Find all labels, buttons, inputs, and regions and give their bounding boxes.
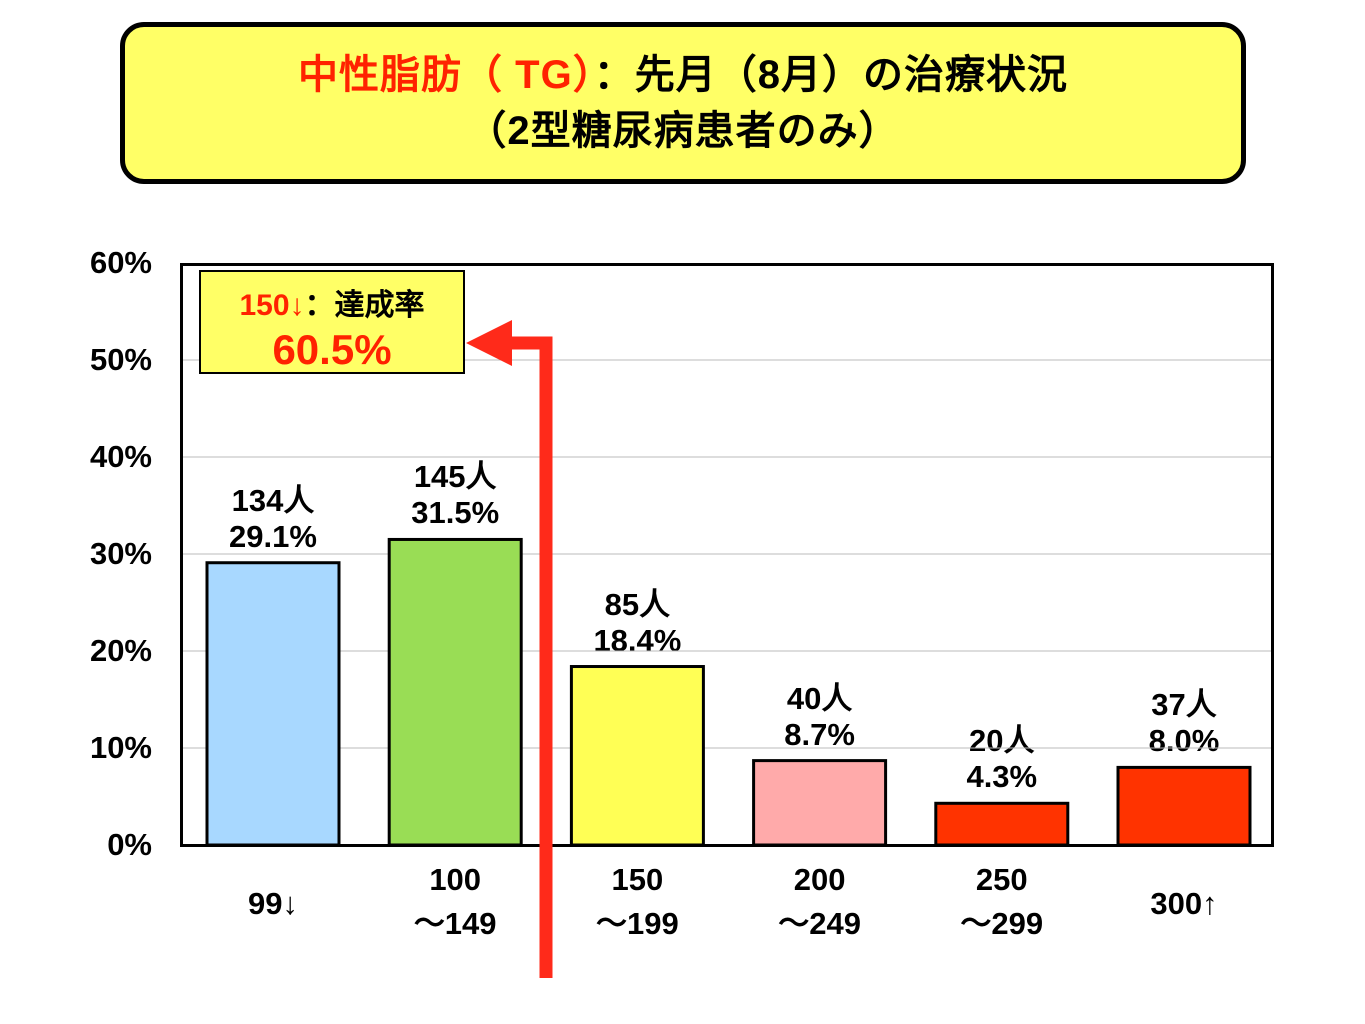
x-category-label: 99↓: [183, 882, 363, 926]
x-category-label: 100 ～149: [365, 858, 545, 946]
bar-value-label: 134人 29.1%: [193, 483, 353, 555]
x-category-line: 150: [611, 862, 664, 897]
bar-3: [752, 759, 888, 847]
bar-count: 20人: [969, 723, 1035, 759]
bar-value-label: 85人 18.4%: [557, 587, 717, 659]
x-category-line: 200: [793, 862, 846, 897]
title-line-1: 中性脂肪（ TG）：先月（8月）の治療状況: [298, 47, 1068, 103]
x-category-label: 250 ～299: [912, 858, 1092, 946]
bar-percent: 8.7%: [784, 716, 855, 752]
cutoff-arrow-line: [500, 336, 553, 978]
x-category-label: 150 ～199: [547, 858, 727, 946]
bar-count: 134人: [231, 482, 315, 518]
callout-label: ：達成率: [304, 289, 425, 322]
cutoff-arrow-head: [466, 320, 512, 366]
bar-percent: 29.1%: [229, 518, 317, 554]
bar-value-label: 37人 8.0%: [1104, 687, 1264, 759]
bar-count: 40人: [786, 680, 853, 716]
x-category-label: 300↑: [1094, 882, 1274, 926]
y-tick-label: 30%: [89, 536, 152, 571]
bar-count: 85人: [604, 586, 671, 622]
bar-percent: 18.4%: [593, 622, 682, 658]
bar-percent: 4.3%: [966, 759, 1038, 795]
x-category-line: ～249: [778, 906, 861, 941]
title-rest: ：先月（8月）の治療状況: [593, 53, 1068, 97]
y-tick-label: 0%: [107, 827, 152, 862]
x-category-line: 100: [429, 862, 482, 897]
bar-count: 145人: [413, 459, 497, 495]
bar-percent: 8.0%: [1148, 723, 1220, 759]
y-tick-label: 60%: [89, 245, 152, 280]
y-tick-label: 50%: [89, 342, 152, 377]
bar-count: 37人: [1151, 687, 1217, 723]
bar-2: [569, 665, 705, 847]
bar-value-label: 20人 4.3%: [922, 723, 1082, 795]
bar-value-label: 40人 8.7%: [740, 681, 900, 753]
bar-value-label: 145人 31.5%: [375, 459, 535, 531]
callout-prefix: 150↓: [239, 289, 305, 322]
y-tick-label: 20%: [89, 633, 152, 668]
bar-5: [1116, 765, 1252, 847]
callout-title: 150↓：達成率: [201, 280, 463, 324]
x-category-label: 200 ～249: [730, 858, 910, 946]
x-category-line: ～199: [596, 906, 679, 941]
achievement-callout: 150↓：達成率 60.5%: [199, 270, 465, 374]
title-box: 中性脂肪（ TG）：先月（8月）の治療状況 （2型糖尿病患者のみ）: [120, 22, 1246, 184]
callout-value: 60.5%: [272, 326, 392, 373]
bar-1: [387, 537, 523, 847]
x-category-line: ～299: [960, 906, 1044, 941]
x-category-line: 250: [975, 862, 1028, 897]
x-category-line: 300↑: [1150, 886, 1218, 921]
bar-0: [205, 561, 341, 847]
bar-4: [934, 801, 1070, 847]
title-highlight: 中性脂肪（ TG）: [298, 53, 594, 97]
y-tick-label: 10%: [89, 730, 152, 765]
bar-percent: 31.5%: [411, 495, 500, 531]
x-category-line: ～149: [413, 906, 497, 941]
y-tick-label: 40%: [89, 439, 152, 474]
x-category-line: 99↓: [248, 886, 298, 921]
title-line-2: （2型糖尿病患者のみ）: [466, 109, 900, 153]
